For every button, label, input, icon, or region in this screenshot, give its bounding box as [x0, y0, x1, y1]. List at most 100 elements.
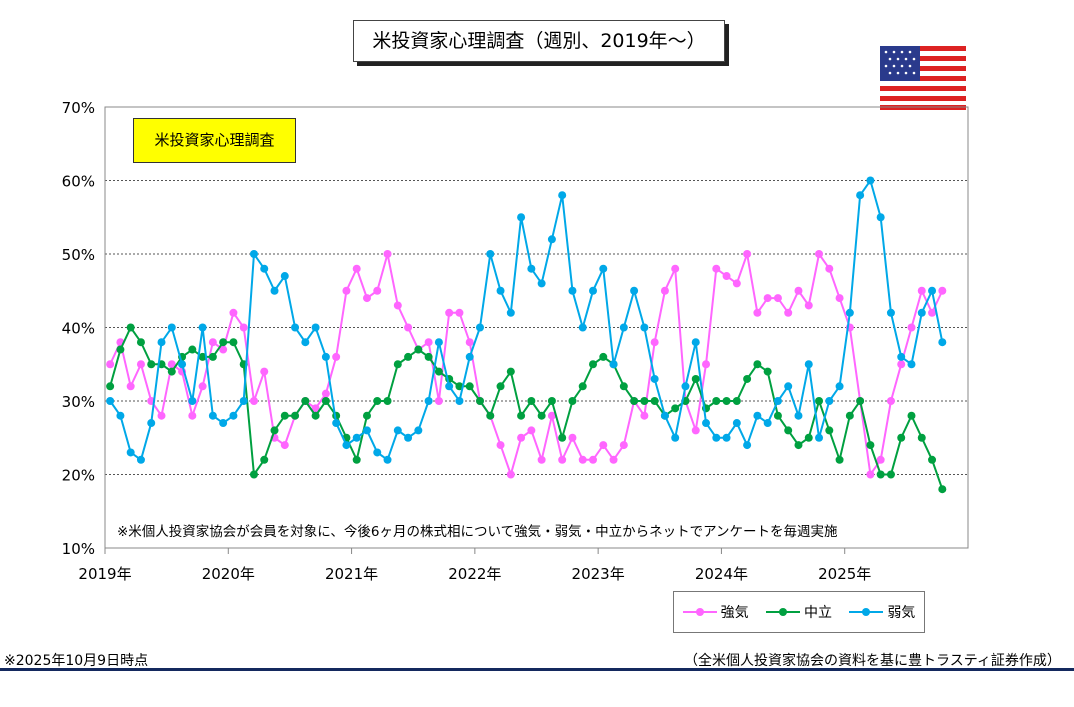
data-point-2 [907, 360, 916, 369]
data-point-1 [208, 352, 217, 361]
data-point-0 [578, 455, 587, 464]
data-point-1 [414, 345, 423, 354]
source-note: （全米個人投資家協会の資料を基に豊トラスティ証券作成） [684, 653, 1061, 669]
data-point-2 [928, 286, 937, 295]
data-point-0 [773, 294, 782, 303]
data-point-1 [136, 338, 145, 347]
x-tick-label: 2020年 [202, 565, 255, 583]
data-point-1 [928, 455, 937, 464]
data-point-0 [455, 308, 464, 317]
data-point-0 [208, 338, 217, 347]
data-point-1 [188, 345, 197, 354]
data-point-2 [301, 338, 310, 347]
data-point-2 [239, 397, 248, 405]
data-point-2 [249, 250, 258, 258]
data-point-2 [753, 411, 762, 420]
data-point-1 [619, 382, 628, 391]
data-point-2 [167, 323, 176, 332]
data-point-0 [558, 455, 567, 464]
x-tick-label: 2021年 [325, 565, 378, 583]
data-point-0 [784, 308, 793, 317]
data-point-0 [517, 433, 526, 442]
x-tick-label: 2024年 [695, 565, 748, 583]
data-point-0 [815, 250, 824, 258]
x-tick-label: 2025年 [818, 565, 871, 583]
legend-label: 中立 [803, 605, 832, 621]
data-point-2 [157, 338, 166, 347]
data-point-2 [856, 191, 865, 200]
data-point-2 [270, 286, 279, 295]
data-point-1 [249, 470, 258, 479]
data-point-1 [291, 411, 300, 420]
data-point-1 [496, 382, 505, 391]
data-point-1 [424, 352, 433, 361]
data-point-1 [198, 352, 207, 361]
data-point-2 [393, 426, 402, 435]
data-point-1 [537, 411, 546, 420]
data-point-0 [907, 323, 916, 332]
data-point-1 [712, 397, 721, 405]
data-point-1 [876, 470, 885, 479]
data-point-0 [547, 411, 556, 420]
data-point-0 [506, 470, 515, 479]
data-point-2 [660, 411, 669, 420]
footer-rule [0, 668, 1074, 671]
data-point-2 [691, 338, 700, 347]
data-point-0 [332, 352, 341, 361]
data-point-2 [938, 338, 947, 347]
data-point-2 [630, 286, 639, 295]
data-point-2 [527, 264, 536, 273]
x-tick-label: 2019年 [78, 565, 131, 583]
data-point-2 [619, 323, 628, 332]
series-line-0 [109, 250, 944, 478]
data-point-0 [835, 294, 844, 303]
data-point-1 [362, 411, 371, 420]
data-point-2 [773, 397, 782, 405]
data-point-0 [702, 360, 711, 369]
data-point-0 [928, 308, 937, 317]
data-point-0 [321, 389, 330, 398]
data-point-2 [743, 441, 752, 450]
data-point-2 [434, 338, 443, 347]
y-tick-label: 20% [62, 467, 95, 485]
data-point-1 [650, 397, 659, 405]
data-point-1 [856, 397, 865, 405]
data-point-0 [157, 411, 166, 420]
series-line-1 [109, 325, 944, 490]
data-point-2 [897, 352, 906, 361]
data-point-2 [794, 411, 803, 420]
y-tick-label: 70% [62, 99, 95, 117]
data-point-1 [938, 485, 947, 494]
data-point-0 [660, 286, 669, 295]
data-point-1 [270, 426, 279, 435]
data-point-1 [804, 433, 813, 442]
data-point-2 [517, 213, 526, 222]
data-point-2 [486, 250, 495, 258]
data-point-1 [219, 338, 228, 347]
data-point-2 [373, 448, 382, 457]
data-point-0 [876, 455, 885, 464]
data-point-2 [496, 286, 505, 295]
data-point-0 [393, 301, 402, 310]
data-point-1 [527, 397, 536, 405]
series-line-2 [109, 178, 944, 462]
data-point-0 [866, 470, 875, 479]
data-point-2 [414, 426, 423, 435]
data-point-0 [650, 338, 659, 347]
data-point-0 [619, 441, 628, 450]
data-point-1 [743, 374, 752, 383]
data-point-1 [907, 411, 916, 420]
y-tick-label: 50% [62, 246, 95, 264]
data-point-1 [845, 411, 854, 420]
data-point-0 [527, 426, 536, 435]
data-point-1 [506, 367, 515, 376]
data-point-1 [897, 433, 906, 442]
data-point-2 [311, 323, 320, 332]
data-point-1 [301, 397, 310, 405]
data-point-0 [917, 286, 926, 295]
data-point-2 [825, 397, 834, 405]
data-point-2 [178, 360, 187, 369]
data-point-0 [239, 323, 248, 332]
